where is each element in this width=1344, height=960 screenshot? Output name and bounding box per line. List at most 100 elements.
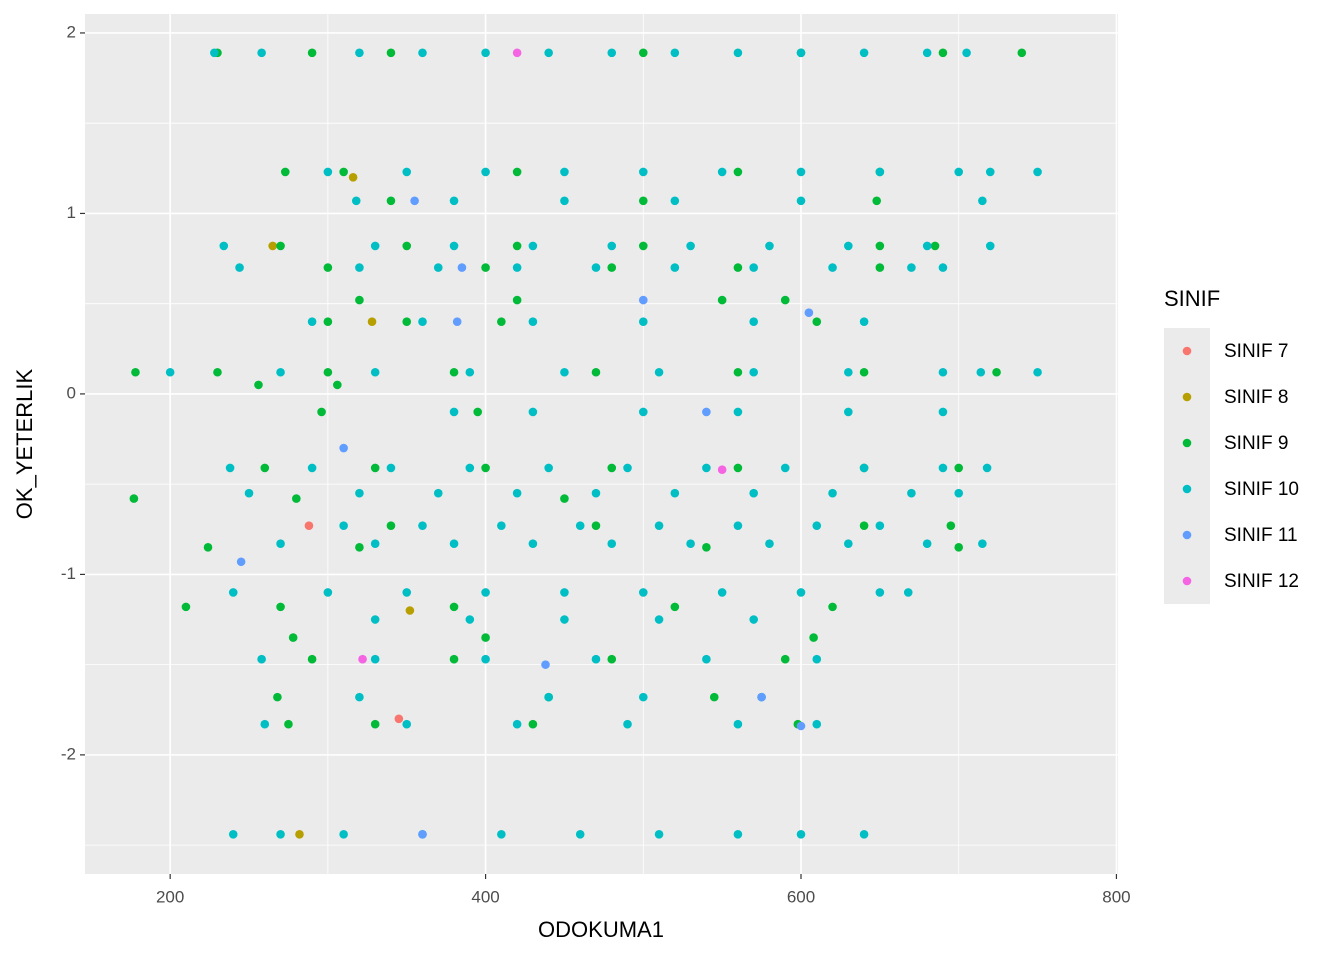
point bbox=[370, 719, 380, 729]
point bbox=[367, 317, 377, 327]
point bbox=[402, 167, 412, 177]
point bbox=[765, 241, 774, 251]
point bbox=[560, 615, 569, 624]
point bbox=[339, 443, 348, 453]
point bbox=[638, 692, 648, 702]
point bbox=[370, 654, 380, 664]
point bbox=[512, 167, 522, 177]
point bbox=[560, 588, 569, 597]
point bbox=[591, 488, 601, 498]
point bbox=[228, 588, 238, 597]
point bbox=[433, 488, 443, 498]
point bbox=[284, 719, 293, 729]
point bbox=[844, 241, 853, 251]
point bbox=[449, 196, 459, 206]
point bbox=[717, 167, 727, 177]
point bbox=[323, 263, 333, 272]
point bbox=[733, 719, 743, 729]
point bbox=[402, 719, 412, 729]
point bbox=[875, 241, 885, 251]
point bbox=[402, 317, 412, 327]
point bbox=[702, 543, 711, 552]
point bbox=[749, 317, 758, 327]
point bbox=[544, 48, 553, 58]
point bbox=[280, 167, 290, 177]
point bbox=[528, 407, 538, 417]
legend-swatch bbox=[1182, 530, 1192, 540]
point bbox=[796, 196, 806, 206]
point bbox=[295, 829, 304, 839]
point bbox=[307, 48, 317, 58]
point bbox=[591, 521, 601, 530]
legend-label: SINIF 7 bbox=[1224, 341, 1288, 362]
point bbox=[859, 48, 869, 58]
point bbox=[236, 557, 246, 567]
point bbox=[670, 602, 680, 612]
point bbox=[828, 602, 837, 612]
point bbox=[276, 539, 285, 549]
point bbox=[410, 196, 419, 206]
point bbox=[257, 48, 266, 58]
point bbox=[907, 263, 916, 272]
point bbox=[339, 521, 348, 530]
point bbox=[796, 48, 806, 58]
point bbox=[433, 263, 443, 272]
point bbox=[449, 407, 459, 417]
point bbox=[938, 48, 948, 58]
point bbox=[907, 488, 916, 498]
point bbox=[355, 295, 364, 305]
point bbox=[1017, 48, 1027, 58]
point bbox=[607, 263, 617, 272]
point bbox=[276, 367, 285, 377]
point bbox=[449, 654, 459, 664]
point bbox=[260, 463, 270, 473]
point bbox=[333, 380, 342, 390]
point bbox=[465, 367, 475, 377]
point bbox=[323, 588, 333, 597]
x-tick-label: 400 bbox=[471, 887, 499, 906]
point bbox=[203, 543, 213, 552]
point bbox=[370, 615, 380, 624]
point bbox=[702, 463, 711, 473]
point bbox=[670, 196, 680, 206]
point bbox=[449, 241, 459, 251]
point bbox=[733, 407, 743, 417]
point bbox=[225, 463, 235, 473]
point bbox=[922, 48, 932, 58]
legend-swatch bbox=[1182, 576, 1192, 586]
point bbox=[812, 521, 822, 530]
point bbox=[512, 263, 522, 272]
point bbox=[733, 521, 743, 530]
point bbox=[749, 263, 758, 272]
legend: SINIF 7 SINIF 8 SINIF 9 SINIF 10 SINIF 11 SIN… bbox=[1164, 328, 1299, 604]
y-tick-label: -1 bbox=[61, 564, 76, 583]
point bbox=[922, 241, 932, 251]
axes: 200 400 600 800 -2 -1 0 1 2 bbox=[61, 22, 1131, 906]
point bbox=[481, 167, 490, 177]
point bbox=[638, 588, 648, 597]
point bbox=[276, 241, 285, 251]
point bbox=[702, 407, 711, 417]
point bbox=[670, 48, 680, 58]
point bbox=[481, 263, 490, 272]
legend-label: SINIF 12 bbox=[1224, 571, 1299, 592]
point bbox=[292, 494, 301, 503]
point bbox=[386, 463, 396, 473]
point bbox=[402, 241, 412, 251]
point bbox=[355, 263, 364, 272]
point bbox=[670, 263, 680, 272]
point bbox=[273, 692, 282, 702]
legend-label: SINIF 10 bbox=[1224, 479, 1299, 500]
point bbox=[370, 367, 380, 377]
point bbox=[355, 692, 364, 702]
point bbox=[954, 167, 964, 177]
point bbox=[749, 367, 758, 377]
point bbox=[497, 829, 506, 839]
point bbox=[946, 521, 956, 530]
point bbox=[717, 295, 727, 305]
point bbox=[733, 263, 743, 272]
point bbox=[985, 167, 995, 177]
point bbox=[757, 692, 766, 702]
point bbox=[254, 380, 263, 390]
legend-swatch bbox=[1182, 346, 1192, 356]
